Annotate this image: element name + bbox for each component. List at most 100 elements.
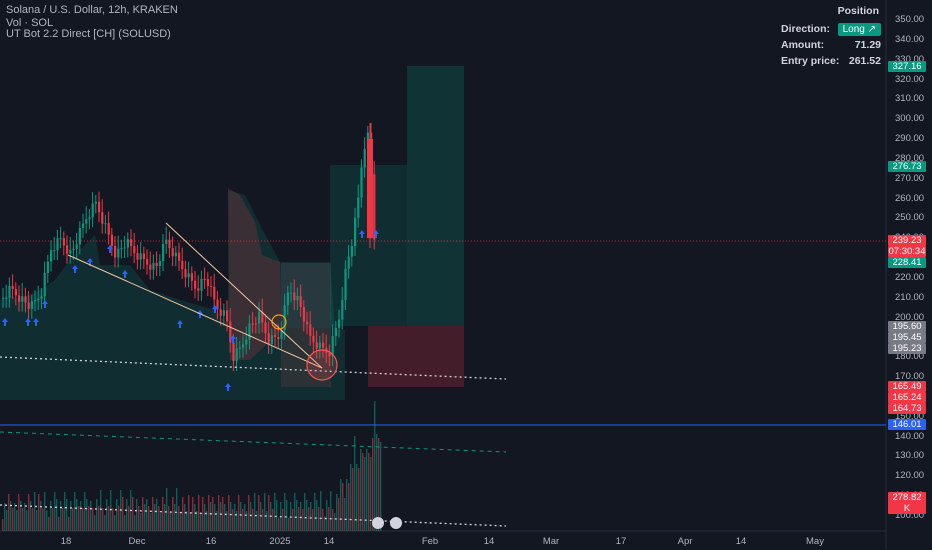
volume-bar bbox=[248, 495, 250, 531]
amount-value: 71.29 bbox=[854, 39, 881, 51]
candle-body bbox=[328, 352, 331, 357]
volume-bar bbox=[168, 506, 170, 531]
volume-bar bbox=[22, 508, 24, 531]
volume-bar bbox=[370, 457, 372, 531]
volume-bar bbox=[258, 495, 260, 531]
indicator-legend[interactable]: UT Bot 2.2 Direct [CH] (SOLUSD) bbox=[6, 28, 171, 40]
volume-bar bbox=[176, 488, 178, 531]
volume-bar bbox=[6, 510, 8, 531]
candle-body bbox=[69, 250, 72, 254]
amount-label: Amount: bbox=[781, 39, 825, 51]
candle-body bbox=[158, 260, 161, 267]
volume-bar bbox=[156, 499, 158, 531]
candle-body bbox=[274, 335, 277, 338]
volume-bar bbox=[252, 509, 254, 531]
volume-bar bbox=[132, 497, 134, 531]
volume-bar bbox=[154, 504, 156, 531]
volume-bar bbox=[96, 499, 98, 531]
volume-bar bbox=[286, 500, 288, 531]
volume-bar bbox=[268, 495, 270, 531]
volume-bar bbox=[116, 499, 118, 531]
volume-bar bbox=[314, 493, 316, 531]
price-axis-label: 220.00 bbox=[895, 271, 925, 283]
time-axis-label: Mar bbox=[542, 536, 560, 547]
volume-bar bbox=[170, 513, 172, 531]
volume-bar bbox=[220, 502, 222, 531]
volume-bar bbox=[88, 506, 90, 531]
candle-body bbox=[8, 285, 11, 298]
candle-body bbox=[174, 252, 177, 257]
volume-bar bbox=[84, 492, 86, 531]
candle-body bbox=[110, 234, 113, 247]
volume-bar bbox=[308, 507, 310, 531]
volume-bar bbox=[162, 497, 164, 531]
price-axis-label: 130.00 bbox=[895, 450, 925, 462]
candle-body bbox=[354, 217, 357, 247]
volume-bar bbox=[2, 519, 4, 531]
candle-body bbox=[312, 335, 315, 343]
volume-bar bbox=[144, 504, 146, 531]
volume-bar bbox=[262, 509, 264, 531]
volume-bar bbox=[360, 449, 362, 531]
volume-bar bbox=[178, 506, 180, 531]
buy-arrow-icon bbox=[373, 230, 379, 238]
buy-arrow-icon bbox=[212, 305, 218, 313]
volume-bar bbox=[200, 513, 202, 531]
candle-body bbox=[146, 259, 149, 265]
volume-bar bbox=[20, 501, 22, 531]
trail-red bbox=[228, 188, 282, 360]
candle-body bbox=[162, 243, 165, 261]
wedge-lower-line bbox=[67, 254, 323, 369]
candle-body bbox=[123, 247, 126, 249]
volume-bar bbox=[16, 510, 18, 531]
trailing-stop-area bbox=[0, 188, 345, 400]
volume-bar bbox=[68, 517, 70, 531]
price-axis-label: 150.00 bbox=[895, 410, 925, 422]
candle-body bbox=[190, 273, 193, 281]
volume-bar bbox=[212, 497, 214, 531]
volume-bar bbox=[326, 500, 328, 531]
volume-bar bbox=[110, 490, 112, 531]
volume-bar bbox=[218, 495, 220, 531]
candle-body bbox=[264, 322, 267, 334]
volume-bar bbox=[82, 508, 84, 531]
volume-bar bbox=[246, 511, 248, 531]
price-axis-label: 340.00 bbox=[895, 33, 925, 45]
volume-bar bbox=[242, 509, 244, 531]
volume-bar bbox=[250, 502, 252, 531]
volume-bar bbox=[104, 515, 106, 531]
candle-body bbox=[75, 244, 78, 249]
volume-bar bbox=[352, 468, 354, 531]
candle-body bbox=[149, 264, 152, 270]
buy-arrow-icon bbox=[122, 270, 128, 278]
volume-bar bbox=[296, 500, 298, 531]
volume-bar bbox=[124, 515, 126, 531]
volume-bar bbox=[372, 438, 374, 531]
volume-bar bbox=[4, 503, 6, 531]
price-axis-label: 320.00 bbox=[895, 73, 925, 85]
volume-bar bbox=[350, 464, 352, 531]
volume-bar bbox=[46, 510, 48, 531]
candle-body bbox=[350, 246, 353, 257]
candle-body bbox=[293, 292, 296, 301]
volume-bar bbox=[142, 497, 144, 531]
candle-body bbox=[200, 278, 203, 291]
direction-label: Direction: bbox=[781, 23, 831, 35]
volume-bar bbox=[136, 499, 138, 531]
price-axis-label: 330.00 bbox=[895, 53, 925, 65]
red-tag-3: 164.73 bbox=[888, 403, 926, 414]
price-axis-label: 180.00 bbox=[895, 351, 925, 363]
direction-badge: Long ↗ bbox=[837, 22, 881, 36]
volume-bar bbox=[260, 502, 262, 531]
buy-arrow-icon bbox=[25, 318, 31, 326]
volume-bar bbox=[344, 498, 346, 531]
time-axis-label: Feb bbox=[421, 536, 439, 547]
candle-body bbox=[46, 261, 49, 273]
volume-bar bbox=[180, 513, 182, 531]
volume-bar bbox=[348, 483, 350, 531]
event-flag-icon bbox=[372, 517, 384, 529]
price-axis-label: 210.00 bbox=[895, 291, 925, 303]
time-axis-label: 2025 bbox=[269, 536, 291, 547]
grid-lines bbox=[0, 0, 887, 550]
